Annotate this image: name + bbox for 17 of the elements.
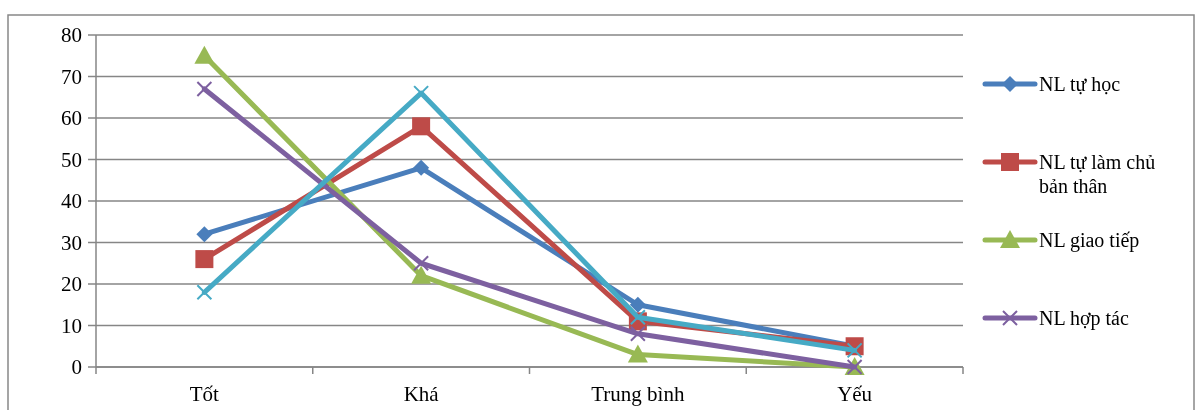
y-tick-label: 80 (61, 23, 82, 48)
legend-label: NL tự học (1039, 73, 1121, 95)
y-tick-label: 50 (61, 147, 82, 172)
x-tick-label: Tốt (189, 382, 220, 406)
y-tick-label: 60 (61, 106, 82, 131)
y-tick-label: 40 (61, 189, 82, 214)
x-tick-label: Yếu (837, 382, 873, 406)
y-tick-label: 70 (61, 64, 82, 89)
x-tick-label: Khá (403, 382, 440, 406)
x-tick-label: Trung bình (591, 382, 685, 406)
legend-label: NL tự làm chủ bản thân (1039, 151, 1156, 197)
legend-label: NL giao tiếp (1039, 229, 1140, 252)
y-tick-label: 30 (61, 230, 82, 255)
y-tick-label: 0 (71, 355, 82, 380)
legend-label: NL hợp tác (1039, 307, 1129, 330)
y-tick-label: 10 (61, 313, 82, 338)
y-tick-label: 20 (61, 272, 82, 297)
